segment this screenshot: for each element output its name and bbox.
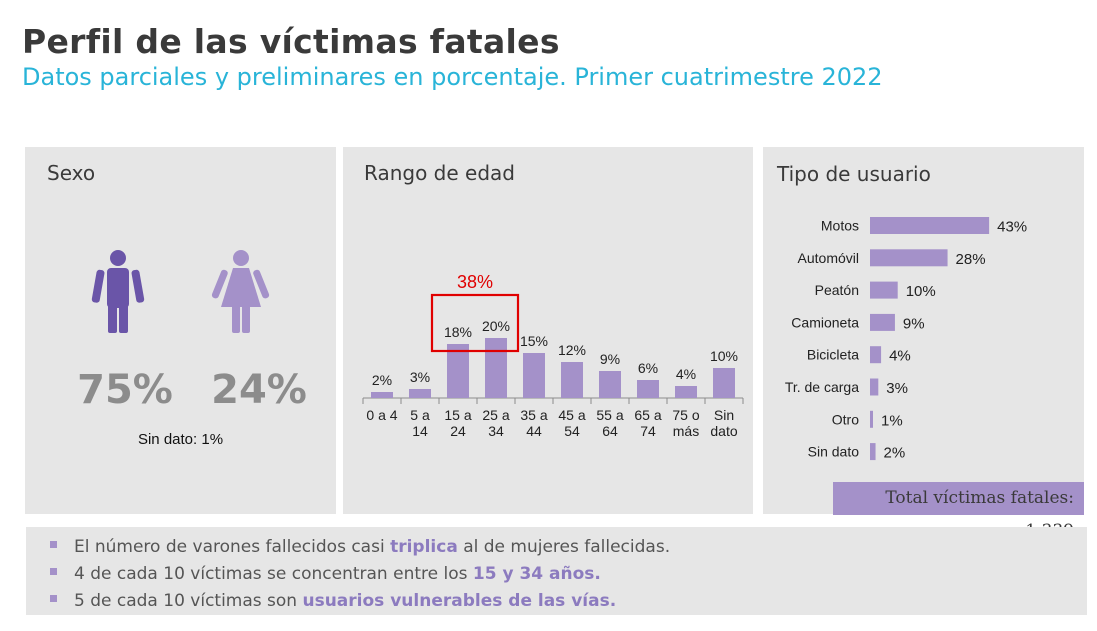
category-label-6: Otro: [832, 411, 859, 427]
tick-label-3: 25 a: [482, 407, 509, 423]
tick-label-8: 75 o: [672, 407, 699, 423]
page-subtitle: Datos parciales y preliminares en porcen…: [22, 63, 883, 91]
hbar-label-1: 28%: [956, 251, 986, 268]
tick-label-7: 65 a: [634, 407, 661, 423]
tick-label-7: 74: [640, 423, 656, 439]
sexo-icons: [91, 250, 270, 333]
hbar-2: [870, 281, 898, 299]
data-label-1: 3%: [410, 369, 430, 385]
data-label-8: 4%: [676, 366, 696, 382]
category-label-3: Camioneta: [791, 314, 859, 330]
sexo-sin-dato: Sin dato: 1%: [137, 431, 224, 448]
tick-label-5: 54: [564, 423, 580, 439]
tick-label-9: dato: [710, 423, 737, 439]
note-item: 5 de cada 10 víctimas son usuarios vulne…: [50, 591, 616, 611]
tick-label-0: 0 a 4: [366, 407, 397, 423]
female-percentage: 24%: [211, 367, 307, 413]
tick-label-4: 44: [526, 423, 542, 439]
data-label-4: 15%: [520, 333, 548, 349]
highlight-label: 38%: [457, 272, 493, 292]
hbar-label-7: 2%: [884, 445, 906, 462]
data-label-5: 12%: [558, 342, 586, 358]
highlight-box: [430, 293, 520, 353]
edad-title: Rango de edad: [364, 161, 515, 185]
hbar-label-6: 1%: [881, 412, 903, 429]
data-label-9: 10%: [710, 348, 738, 364]
hbar-0: [870, 217, 990, 234]
tick-label-2: 15 a: [444, 407, 471, 423]
sexo-title: Sexo: [47, 161, 96, 185]
note-text-end: al de mujeres fallecidas.: [457, 537, 671, 557]
male-person-icon: [91, 250, 145, 333]
sexo-panel: Sexo 75% 24% Sin dato: 1%: [25, 147, 336, 514]
tipo-title: Tipo de usuario: [777, 162, 931, 186]
hbar-label-2: 10%: [906, 283, 936, 300]
tick-label-6: 55 a: [596, 407, 623, 423]
note-item: 4 de cada 10 víctimas se concentran entr…: [50, 564, 601, 584]
data-label-2: 18%: [444, 324, 472, 340]
hbar-1: [870, 249, 948, 267]
tick-label-9: Sin: [714, 407, 734, 423]
total-fatalities-badge: Total víctimas fatales: 1.339: [833, 482, 1084, 541]
bar-3: [485, 338, 507, 398]
hbar-label-3: 9%: [903, 315, 925, 332]
bullet-icon: [50, 567, 57, 575]
category-label-7: Sin dato: [808, 444, 860, 460]
tick-label-1: 14: [412, 423, 428, 439]
note-text: El número de varones fallecidos casi: [74, 537, 391, 557]
bar-8: [675, 386, 697, 398]
data-label-3: 20%: [482, 318, 510, 334]
hbar-label-0: 43%: [997, 219, 1027, 236]
tipo-panel: Tipo de usuario Motos 43% Automóvil 28% Peat…: [763, 147, 1084, 514]
bar-1: [409, 389, 431, 398]
note-text: 4 de cada 10 víctimas se concentran entr…: [74, 564, 473, 584]
bar-0: [371, 392, 393, 398]
note-item: El número de varones fallecidos casi tri…: [50, 537, 670, 557]
hbar-3: [870, 313, 895, 331]
page-title: Perfil de las víctimas fatales: [22, 22, 560, 61]
male-percentage: 75%: [77, 367, 173, 413]
data-label-7: 6%: [638, 360, 658, 376]
bullet-icon: [50, 540, 57, 548]
tick-label-2: 24: [450, 423, 466, 439]
bar-6: [599, 371, 621, 398]
female-person-icon: [211, 250, 270, 333]
bar-7: [637, 380, 659, 398]
category-label-5: Tr. de carga: [785, 379, 859, 395]
note-text: 5 de cada 10 víctimas son: [74, 591, 303, 611]
note-highlight: usuarios vulnerables de las vías.: [302, 591, 617, 611]
edad-panel: Rango de edad 2% 0 a 4 3% 5 a 14 18% 15 a 24 20%…: [343, 147, 753, 514]
bar-4: [523, 353, 545, 398]
bar-9: [713, 368, 735, 398]
notes-panel: El número de varones fallecidos casi tri…: [26, 527, 1087, 615]
bar-2: [447, 344, 469, 398]
hbar-7: [870, 443, 876, 461]
category-label-2: Peatón: [815, 282, 859, 298]
bar-5: [561, 362, 583, 398]
data-label-6: 9%: [600, 351, 620, 367]
user-type-bar-chart: Motos 43% Automóvil 28% Peatón 10% Camioneta 9%…: [785, 217, 1027, 462]
hbar-label-4: 4%: [889, 348, 911, 365]
data-label-0: 2%: [372, 372, 392, 388]
hbar-5: [870, 378, 879, 396]
bullet-icon: [50, 594, 57, 602]
note-highlight: triplica: [390, 537, 458, 557]
hbar-6: [870, 410, 873, 428]
tick-label-4: 35 a: [520, 407, 547, 423]
category-label-0: Motos: [821, 218, 859, 234]
tick-label-1: 5 a: [410, 407, 430, 423]
hbar-label-5: 3%: [886, 380, 908, 397]
tick-label-3: 34: [488, 423, 504, 439]
category-label-4: Bicicleta: [807, 347, 859, 363]
tick-label-5: 45 a: [558, 407, 585, 423]
tick-label-6: 64: [602, 423, 618, 439]
category-label-1: Automóvil: [798, 250, 859, 266]
tick-label-8: más: [673, 423, 699, 439]
hbar-4: [870, 346, 882, 364]
note-highlight: 15 y 34 años.: [472, 564, 601, 584]
